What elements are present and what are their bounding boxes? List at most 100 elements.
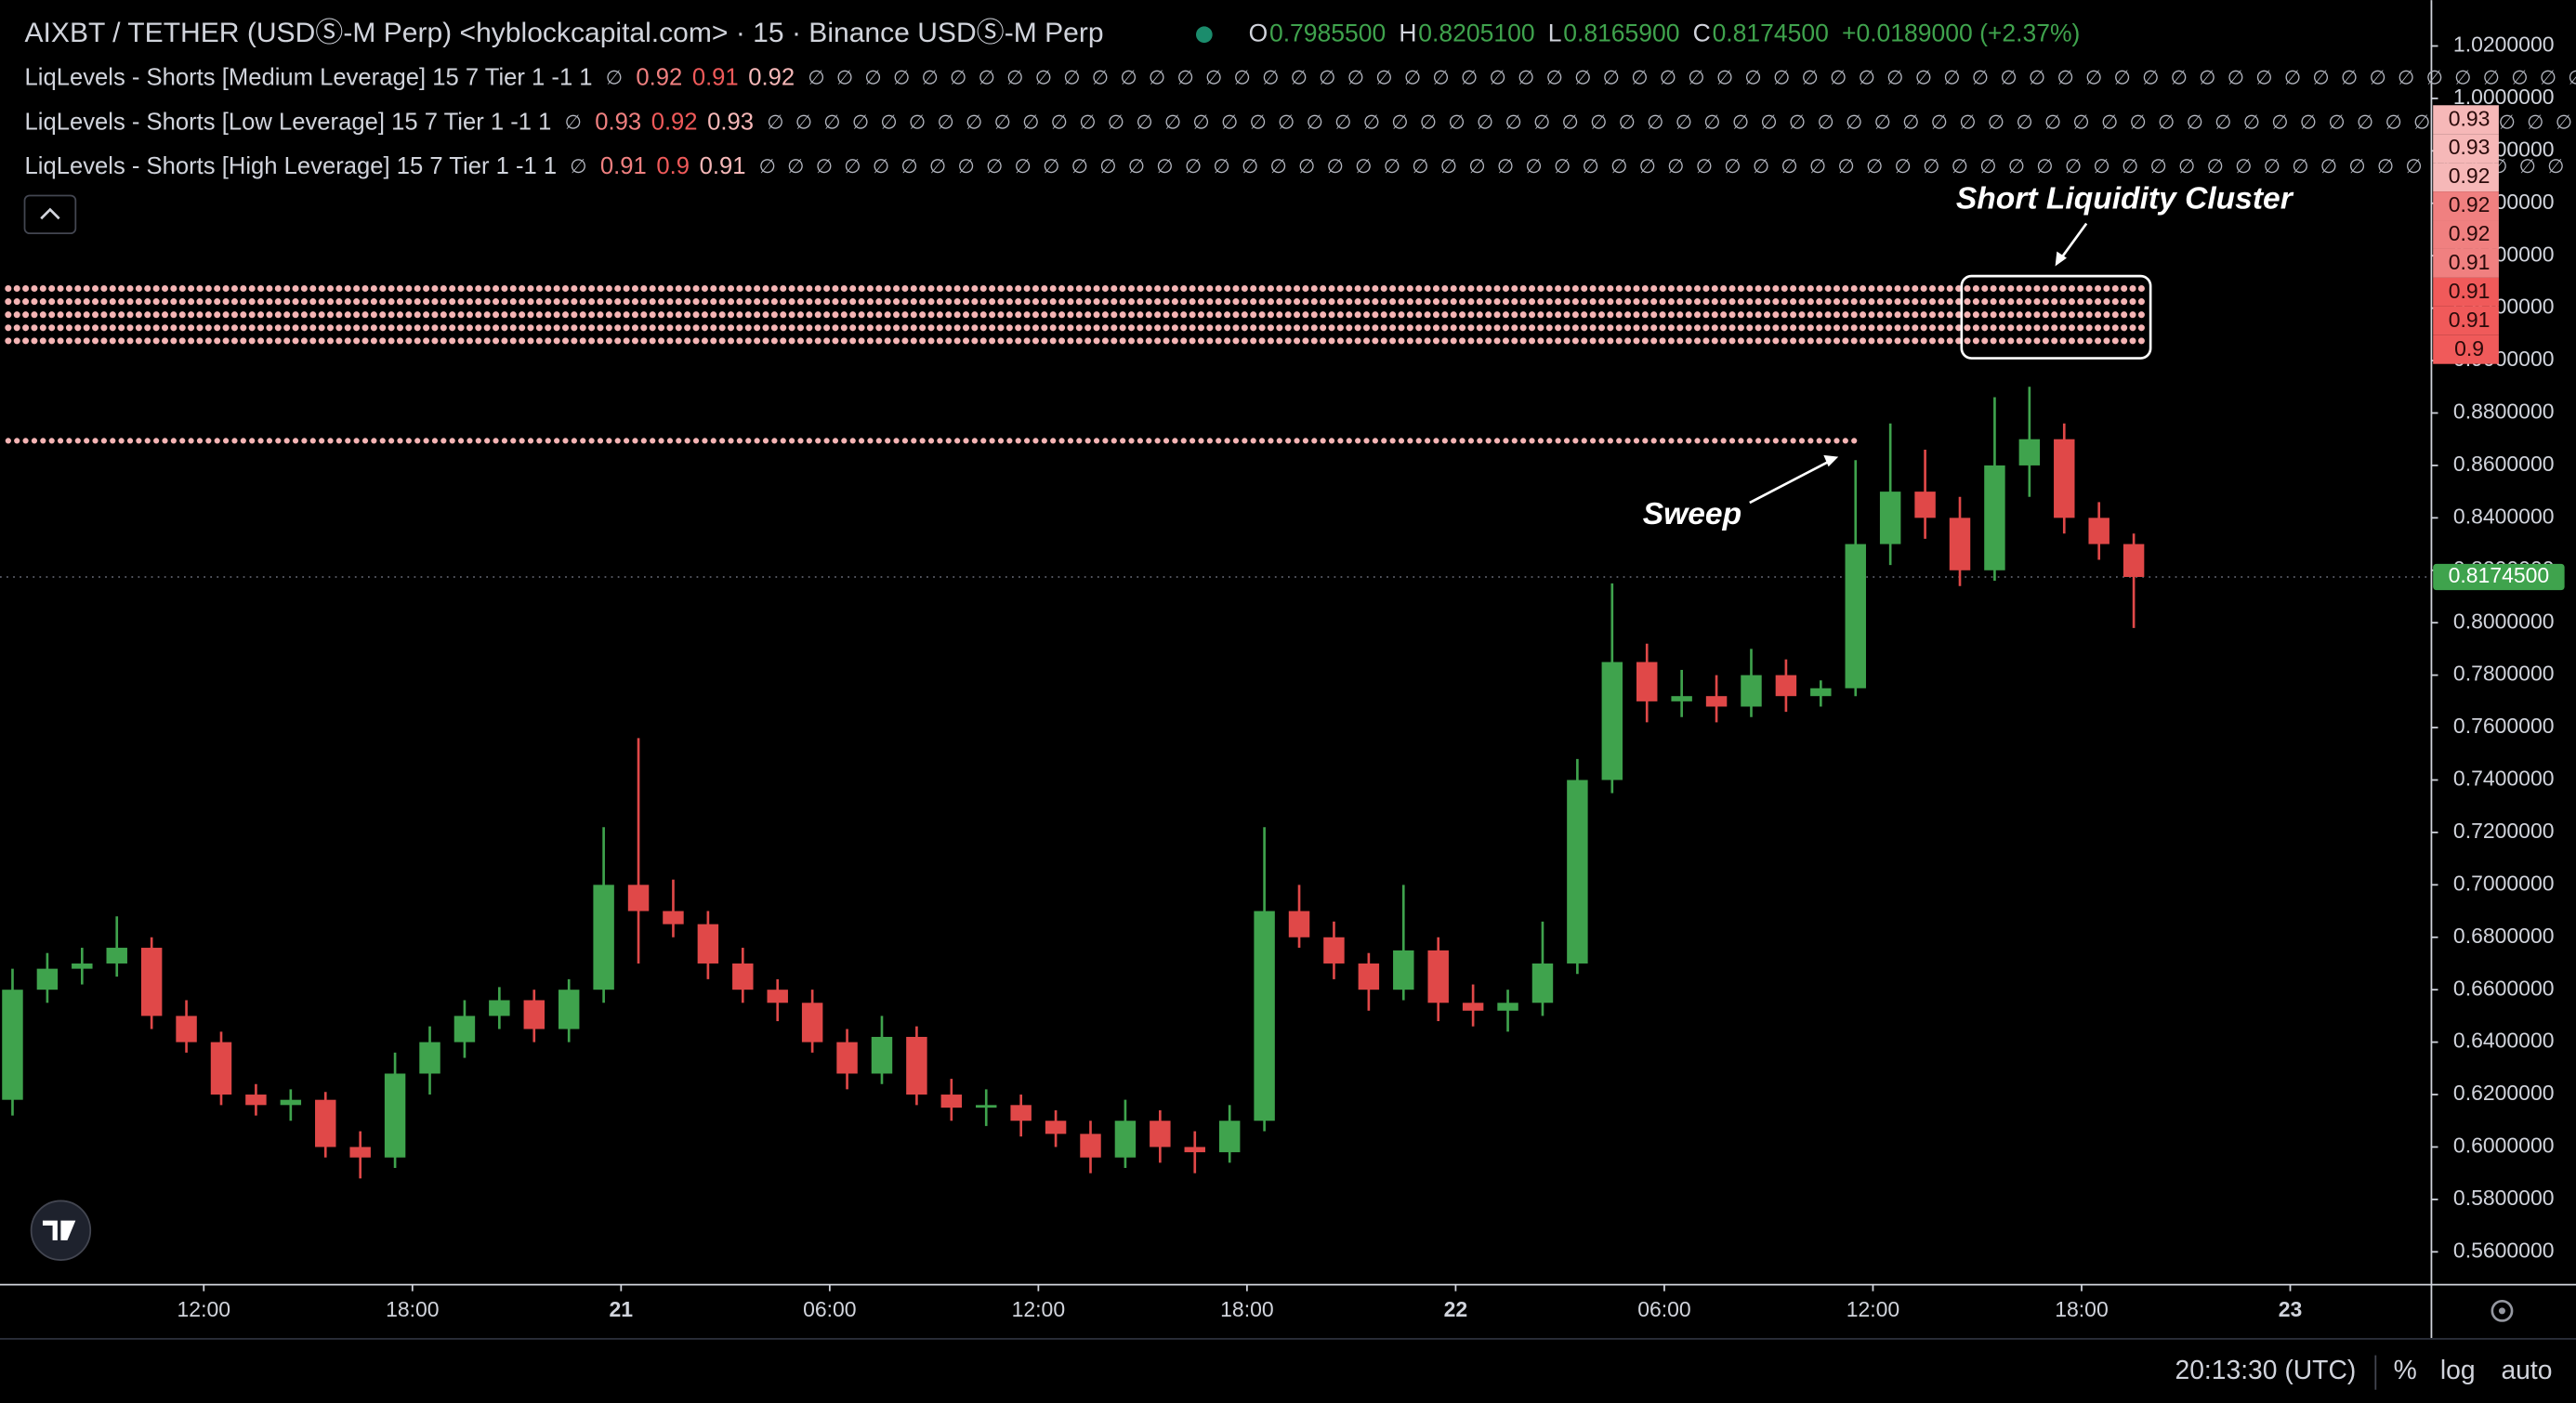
candle-body — [1949, 518, 1971, 570]
tv-logo-mark — [42, 1220, 76, 1240]
collapse-button[interactable] — [23, 194, 77, 235]
cluster-label: Short Liquidity Cluster — [1956, 182, 2294, 216]
x-tick-label: 06:00 — [803, 1297, 856, 1321]
candle-body — [1705, 696, 1728, 707]
legend: AIXBT / TETHER (USDⓈ-M Perp) <hyblockcap… — [25, 18, 2576, 179]
indicator-value: 0.93 — [707, 109, 754, 135]
candle-body — [1218, 1121, 1241, 1153]
liquidity-tag-label: 0.9 — [2454, 336, 2484, 361]
x-tick-label: 22 — [1444, 1297, 1468, 1321]
indicator-symbol: ∅ — [570, 156, 586, 177]
x-tick-label: 12:00 — [1012, 1297, 1065, 1321]
candle-body — [1914, 492, 1936, 518]
liquidity-tag-label: 0.93 — [2449, 106, 2491, 130]
candle-body — [1497, 1003, 1518, 1011]
candle-body — [697, 924, 719, 964]
liquidity-tag-label: 0.91 — [2449, 308, 2491, 332]
x-tick-label: 06:00 — [1637, 1297, 1690, 1321]
cluster-box — [1960, 274, 2152, 360]
ohlc-key: O — [1249, 19, 1268, 46]
candle-body — [1288, 911, 1310, 938]
candle-body — [1601, 662, 1623, 780]
liquidity-tag — [2433, 191, 2499, 221]
candle-body — [906, 1036, 927, 1095]
sweep-label: Sweep — [1643, 497, 1741, 531]
status-dot — [1196, 26, 1213, 44]
indicator-value: 0.93 — [595, 109, 641, 135]
liquidity-tag — [2433, 334, 2499, 364]
y-tick-label: 0.7600000 — [2453, 714, 2555, 738]
settings-icon[interactable] — [2491, 1299, 2514, 1322]
candle-body — [36, 968, 59, 990]
indicator-name: LiqLevels - Shorts [Medium Leverage] 15 … — [25, 65, 593, 91]
candle-body — [1080, 1134, 1101, 1158]
x-tick-label: 12:00 — [1847, 1297, 1899, 1321]
indicator-value: 0.91 — [600, 153, 647, 179]
y-tick-label: 0.6600000 — [2453, 976, 2555, 1000]
indicator-name: LiqLevels - Shorts [High Leverage] 15 7 … — [25, 153, 558, 179]
indicator-symbol: ∅ — [565, 111, 582, 133]
indicator-value: 0.92 — [651, 109, 698, 135]
symbol-title: AIXBT / TETHER (USDⓈ-M Perp) <hyblockcap… — [25, 18, 1104, 48]
log-toggle[interactable]: log — [2440, 1355, 2476, 1384]
candle-body — [2054, 439, 2075, 518]
candle-body — [940, 1095, 963, 1108]
ohlc-key: C — [1693, 19, 1711, 46]
indicator-name: LiqLevels - Shorts [Low Leverage] 15 7 T… — [25, 109, 552, 135]
candle-body — [836, 1042, 858, 1074]
ohlc-value: 0.7985500 — [1269, 19, 1386, 46]
candle-body — [732, 963, 754, 990]
candle-body — [1671, 696, 1692, 702]
candle-body — [2123, 544, 2145, 577]
y-tick-label: 0.6200000 — [2453, 1081, 2555, 1105]
indicator-value: 0.92 — [748, 65, 795, 91]
ohlc-change: +0.0189000 (+2.37%) — [1842, 19, 2080, 46]
overlay: Short Liquidity Cluster Sweep 20:13:30 (… — [23, 26, 2552, 1390]
auto-toggle[interactable]: auto — [2501, 1355, 2552, 1384]
cluster-arrowhead — [2055, 251, 2067, 267]
liquidity-tag — [2433, 163, 2499, 192]
x-tick-label: 18:00 — [2055, 1297, 2108, 1321]
candle-body — [523, 1000, 545, 1029]
sweep-arrowhead — [1823, 454, 1839, 467]
candle-body — [593, 885, 614, 990]
collapse-icon — [40, 207, 60, 220]
liquidity-tag-label: 0.92 — [2449, 192, 2491, 216]
candle-body — [1150, 1121, 1171, 1147]
candle-body — [349, 1147, 371, 1158]
candle-body — [1254, 911, 1275, 1121]
y-tick-label: 0.6800000 — [2453, 924, 2555, 948]
candle-body — [1636, 662, 1658, 702]
last-price-label: 0.8174500 — [2449, 563, 2550, 587]
liquidity-tag-label: 0.92 — [2449, 164, 2491, 188]
candle-body — [1323, 937, 1345, 964]
liquidity-tag — [2433, 306, 2499, 335]
candle-body — [176, 1016, 197, 1042]
candle-body — [1114, 1121, 1137, 1158]
candle-body — [2088, 518, 2109, 544]
candle-body — [558, 990, 580, 1029]
candle-body — [1567, 780, 1588, 964]
candle-body — [1462, 1003, 1484, 1011]
liquidity-tag — [2433, 105, 2499, 135]
candle-body — [106, 948, 127, 964]
candle-body — [1393, 950, 1414, 990]
candle-body — [1741, 675, 1762, 707]
candle-body — [1810, 688, 1832, 697]
y-tick-label: 0.6400000 — [2453, 1029, 2555, 1053]
indicator-value: 0.91 — [700, 153, 746, 179]
indicator-value: 0.9 — [656, 153, 690, 179]
liquidity-tag — [2433, 134, 2499, 164]
ohlc-value: 0.8174500 — [1713, 19, 1829, 46]
candle-body — [663, 911, 684, 924]
candle-body — [489, 1000, 510, 1016]
y-tick-label: 0.6000000 — [2453, 1134, 2555, 1158]
candle-body — [1427, 950, 1449, 1003]
y-tick-label: 0.7200000 — [2453, 819, 2555, 843]
indicator-value: 0.92 — [636, 65, 682, 91]
indicator-symbol: ∅ — [606, 68, 623, 89]
liquidity-tag — [2433, 277, 2499, 307]
candle-body — [767, 990, 788, 1003]
percent-toggle[interactable]: % — [2394, 1355, 2417, 1384]
